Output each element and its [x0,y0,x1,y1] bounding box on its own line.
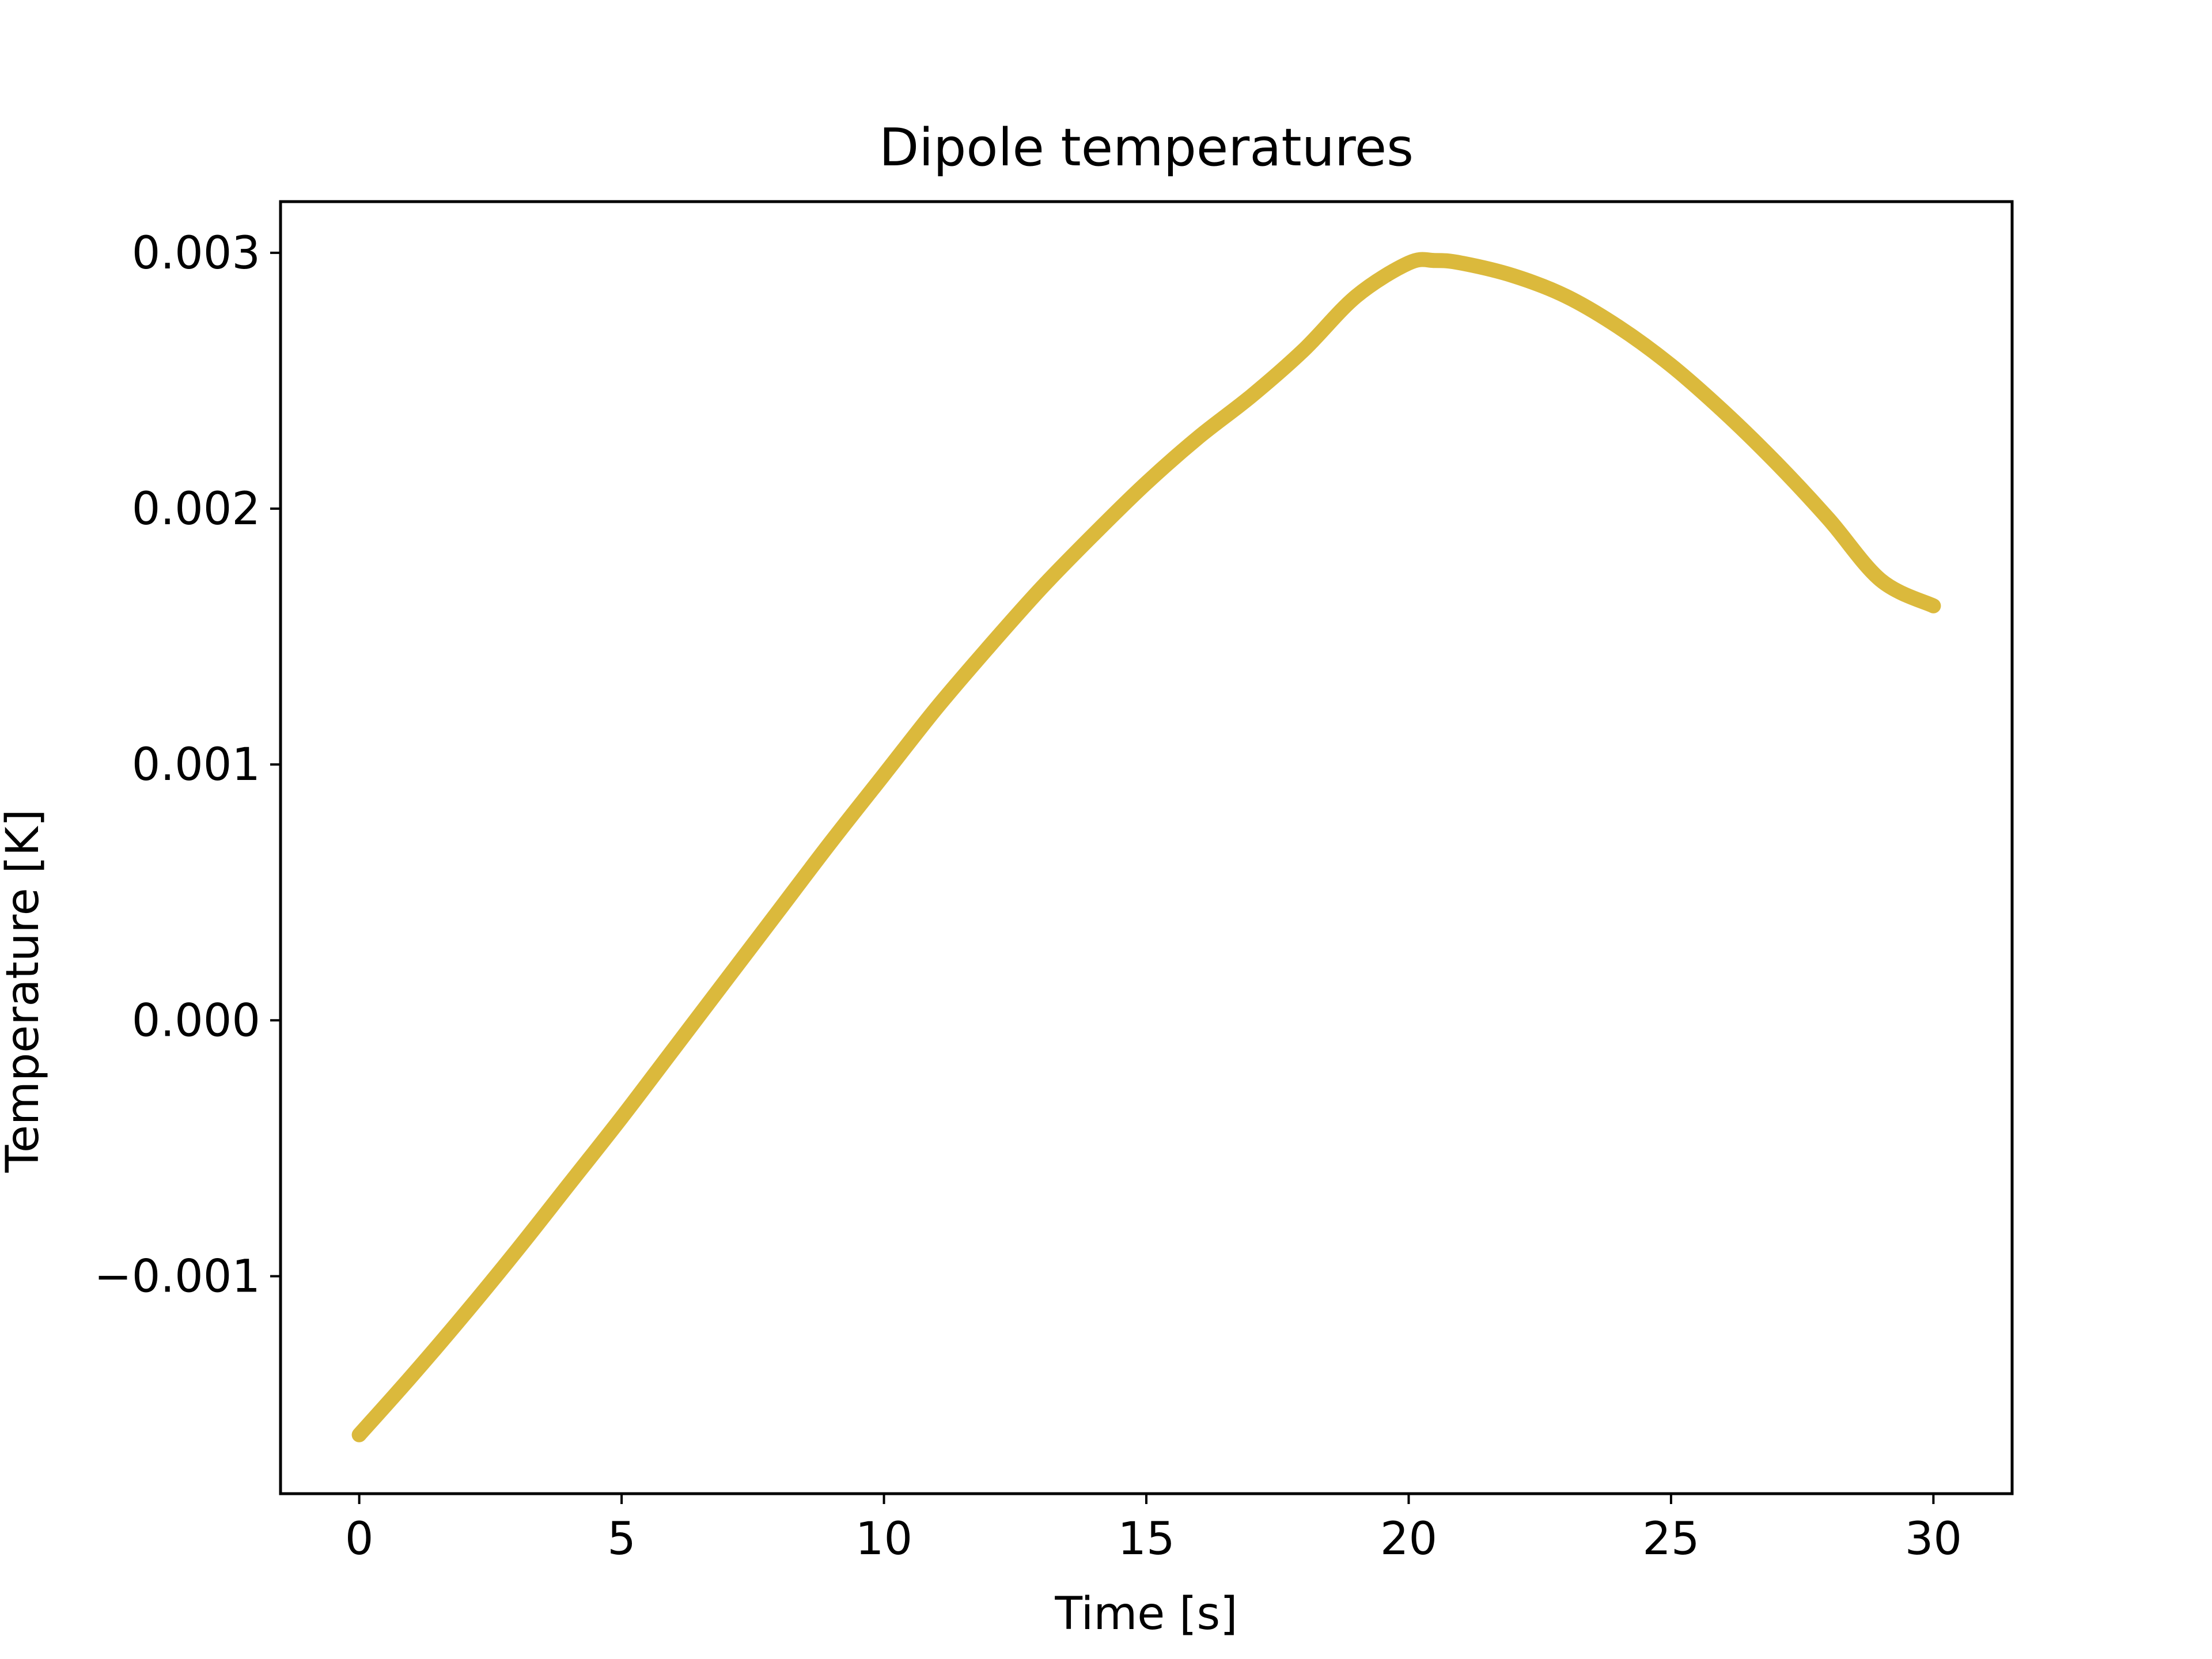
x-tick-label-5: 25 [1642,1513,1699,1565]
plot-layer [351,252,1941,1442]
chart-title: Dipole temperatures [879,118,1414,178]
x-tick-label-3: 15 [1118,1513,1175,1565]
x-tick-label-0: 0 [345,1513,374,1565]
y-tick-label-3: 0.002 [132,483,260,535]
y-tick-label-0: −0.001 [94,1251,260,1302]
x-tick-label-2: 10 [855,1513,912,1565]
x-axis-label: Time [s] [1054,1588,1237,1640]
y-tick-label-4: 0.003 [132,228,260,279]
y-tick-label-2: 0.001 [132,739,260,791]
axes-layer: 0 5 10 15 20 25 30 −0.001 0.000 0.001 0.002 0.003 [94,200,2014,1565]
x-tick-label-6: 30 [1905,1513,1962,1565]
y-tick-label-1: 0.000 [132,995,260,1047]
x-tick-label-4: 20 [1380,1513,1437,1565]
series-line-0 [351,252,1941,1442]
y-axis-label: Temperature [K] [0,809,49,1173]
x-tick-label-1: 5 [607,1513,636,1565]
